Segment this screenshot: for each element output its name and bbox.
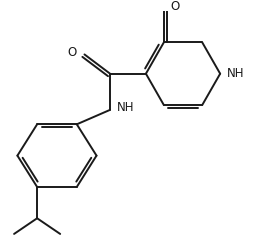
Text: O: O	[68, 46, 77, 58]
Text: NH: NH	[116, 101, 134, 114]
Text: O: O	[170, 1, 179, 13]
Text: NH: NH	[227, 67, 244, 80]
